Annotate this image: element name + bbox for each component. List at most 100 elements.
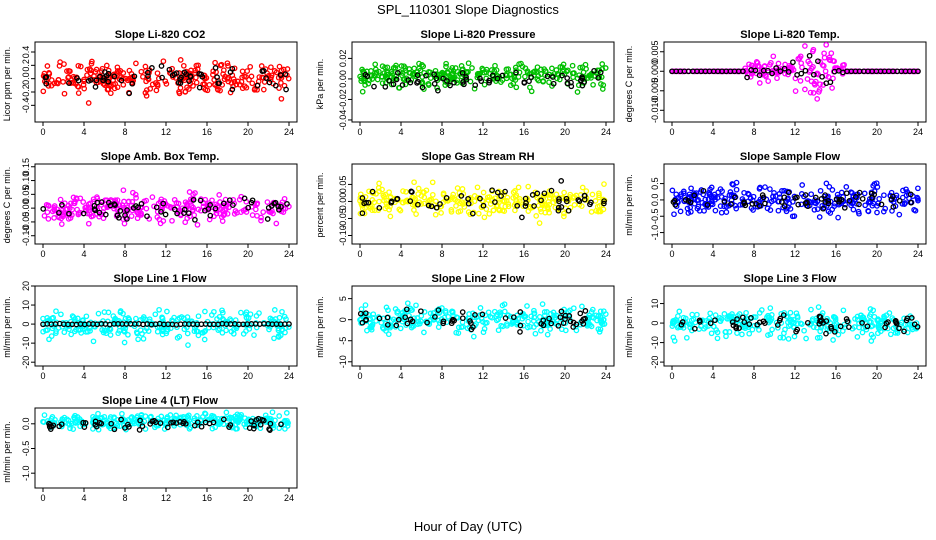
data-point: [769, 326, 775, 333]
data-point: [399, 82, 406, 88]
data-point: [735, 312, 741, 319]
data-point: [802, 43, 808, 49]
data-point: [818, 196, 825, 202]
data-point: [114, 197, 121, 203]
data-point: [558, 178, 565, 184]
data-point: [46, 336, 52, 343]
data-point: [227, 69, 234, 75]
x-tick-label: 20: [872, 127, 882, 137]
data-point: [415, 191, 422, 197]
data-point: [588, 75, 594, 81]
data-point: [561, 189, 567, 196]
data-point: [595, 326, 602, 332]
data-point: [138, 212, 145, 218]
data-point: [542, 201, 549, 208]
data-point: [477, 305, 484, 311]
data-point: [94, 194, 100, 200]
y-axis-label: ml/min per min.: [2, 296, 12, 358]
data-point: [180, 420, 186, 427]
data-point: [138, 200, 145, 207]
data-point: [679, 319, 686, 325]
data-point: [740, 68, 746, 75]
data-point: [781, 194, 788, 201]
data-point: [390, 316, 397, 323]
data-point: [816, 214, 823, 220]
data-point: [187, 213, 193, 220]
data-point: [804, 319, 811, 326]
data-point: [111, 426, 118, 433]
data-point: [548, 187, 555, 194]
data-point: [52, 416, 58, 423]
data-point: [185, 412, 192, 419]
x-tick-label: 0: [669, 371, 674, 381]
data-point: [762, 200, 768, 207]
data-point: [522, 73, 528, 80]
y-tick-label: 0.5: [650, 177, 660, 190]
data-point: [489, 187, 495, 194]
y-tick-label: -10: [650, 336, 660, 349]
data-point: [461, 81, 467, 88]
data-point: [215, 327, 222, 333]
data-point: [690, 316, 697, 323]
data-point: [806, 60, 813, 67]
data-point: [219, 218, 226, 224]
data-point: [190, 83, 196, 89]
data-point: [504, 194, 511, 201]
data-point: [820, 63, 827, 69]
data-point: [225, 62, 231, 69]
data-point: [453, 329, 460, 336]
y-tick-label: -10: [21, 337, 31, 350]
data-point: [429, 179, 436, 186]
data-point: [568, 79, 574, 86]
data-point: [212, 205, 219, 212]
data-point: [591, 67, 597, 74]
data-point: [826, 183, 833, 190]
plot-frame: [663, 41, 927, 123]
data-point: [433, 204, 440, 211]
data-point: [413, 302, 419, 309]
data-point: [581, 196, 588, 203]
data-point: [100, 205, 107, 211]
panel-title: Slope Line 1 Flow: [114, 273, 207, 285]
data-point: [894, 330, 901, 336]
data-point: [363, 199, 369, 206]
data-point: [411, 179, 417, 186]
data-point: [185, 415, 192, 421]
data-point: [207, 212, 214, 219]
y-tick-label: -20: [650, 356, 660, 369]
data-point: [238, 209, 244, 215]
x-tick-label: 0: [669, 249, 674, 259]
data-point: [425, 202, 432, 209]
data-point: [202, 86, 209, 93]
data-point: [404, 320, 411, 327]
data-point: [158, 63, 165, 69]
data-point: [111, 318, 118, 324]
y-tick-label: 0.0: [21, 72, 31, 85]
data-point: [461, 204, 468, 210]
data-point: [496, 206, 502, 212]
data-point: [83, 313, 90, 320]
data-point: [154, 70, 161, 77]
x-tick-label: 4: [398, 371, 403, 381]
data-point: [856, 210, 862, 217]
x-tick-label: 24: [284, 127, 294, 137]
data-point: [224, 60, 231, 67]
data-point: [168, 419, 174, 426]
data-point: [574, 89, 581, 95]
data-point: [432, 314, 438, 320]
data-point: [243, 309, 250, 316]
data-point: [251, 422, 257, 429]
data-point: [260, 86, 267, 93]
data-point: [669, 187, 676, 194]
data-point: [149, 65, 155, 71]
data-point: [433, 198, 439, 205]
x-tick-label: 16: [202, 371, 212, 381]
data-point: [219, 329, 226, 336]
data-point: [171, 71, 178, 77]
data-point: [714, 329, 721, 336]
data-point: [581, 79, 588, 85]
data-point: [527, 323, 533, 330]
x-tick-label: 8: [751, 249, 756, 259]
data-point: [826, 54, 833, 61]
data-point: [184, 84, 190, 91]
